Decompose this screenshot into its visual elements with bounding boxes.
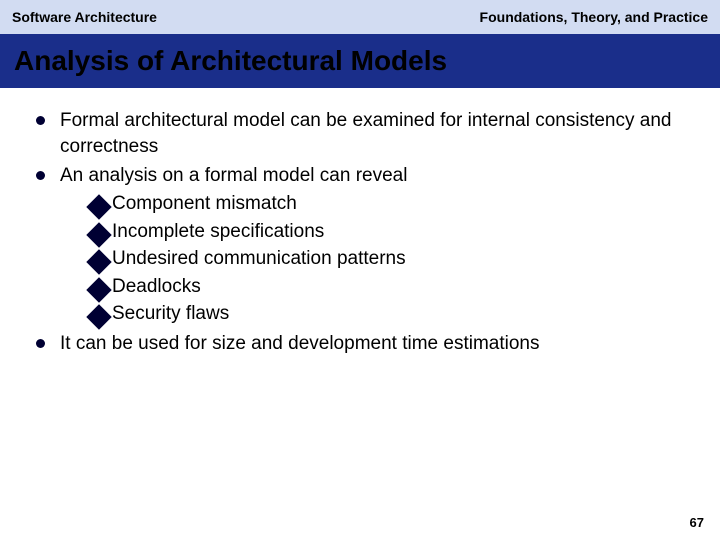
list-item: Security flaws [88, 301, 694, 327]
title-band: Analysis of Architectural Models [0, 34, 720, 88]
bullet-text: Undesired communication patterns [112, 248, 406, 269]
header-right: Foundations, Theory, and Practice [480, 9, 708, 25]
bullet-text: Incomplete specifications [112, 221, 324, 242]
sub-bullet-list: Component mismatch Incomplete specificat… [60, 191, 694, 327]
bullet-text: Component mismatch [112, 193, 297, 214]
page-number: 67 [690, 515, 704, 530]
header-left: Software Architecture [12, 9, 157, 25]
bullet-list: Formal architectural model can be examin… [26, 108, 694, 357]
bullet-text: Deadlocks [112, 276, 201, 297]
bullet-text: It can be used for size and development … [60, 333, 539, 354]
list-item: Component mismatch [88, 191, 694, 217]
list-item: It can be used for size and development … [32, 331, 694, 357]
bullet-text: An analysis on a formal model can reveal [60, 165, 407, 186]
bullet-text: Security flaws [112, 303, 229, 324]
slide-body: Formal architectural model can be examin… [0, 88, 720, 357]
header-bar: Software Architecture Foundations, Theor… [0, 0, 720, 34]
slide-title: Analysis of Architectural Models [14, 45, 447, 77]
list-item: Incomplete specifications [88, 219, 694, 245]
list-item: An analysis on a formal model can reveal… [32, 163, 694, 327]
list-item: Undesired communication patterns [88, 246, 694, 272]
list-item: Deadlocks [88, 274, 694, 300]
bullet-text: Formal architectural model can be examin… [60, 110, 671, 157]
list-item: Formal architectural model can be examin… [32, 108, 694, 159]
